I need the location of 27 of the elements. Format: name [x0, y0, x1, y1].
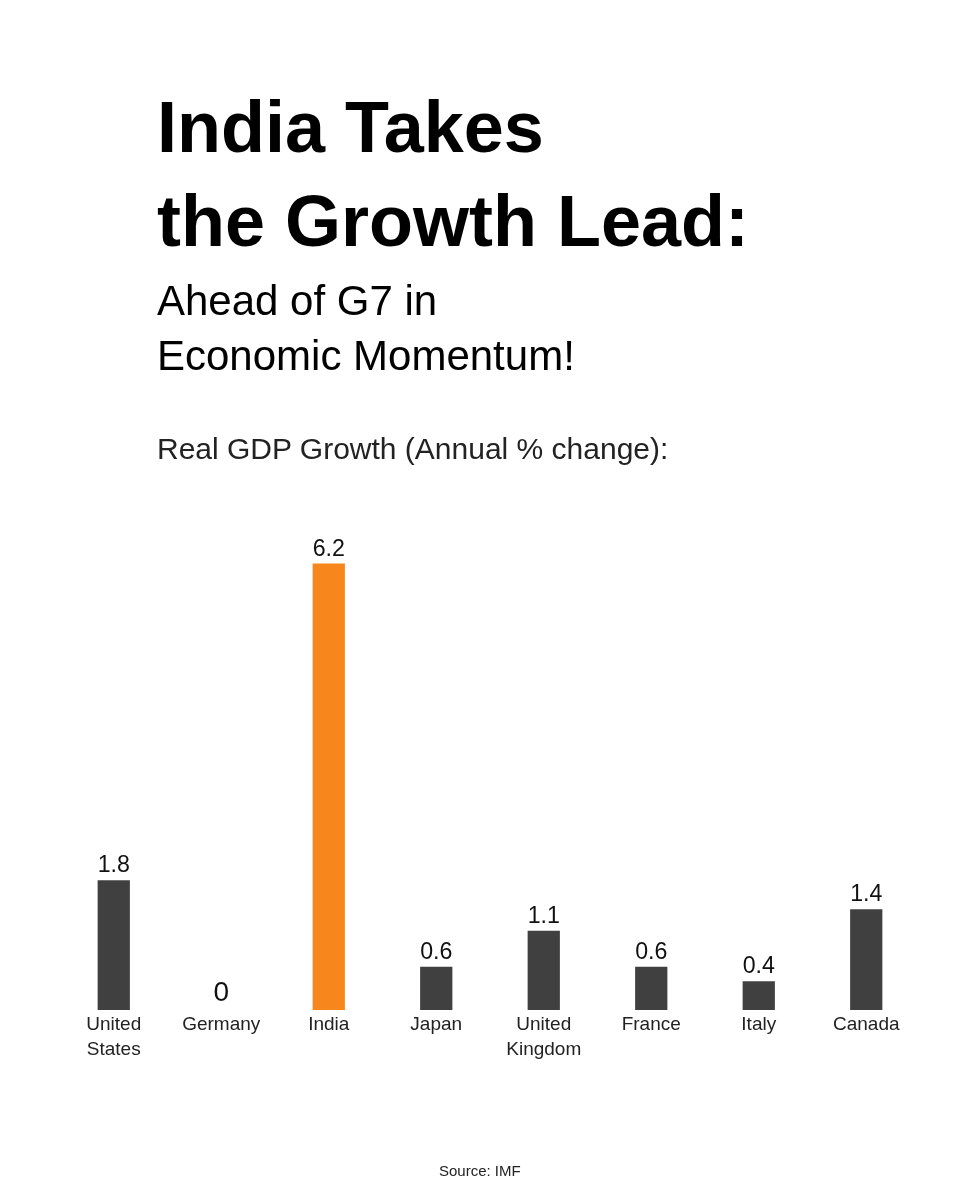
x-tick-label: Germany	[182, 1013, 261, 1034]
bar	[742, 981, 775, 1010]
x-tick-label: Italy	[741, 1013, 777, 1034]
bar	[635, 966, 668, 1010]
x-tick-label: France	[621, 1013, 681, 1034]
data-label: 1.1	[527, 901, 560, 928]
x-tick-label: India	[308, 1013, 350, 1034]
text: Real GDP Growth (Annual % change):	[157, 432, 669, 465]
bar	[97, 880, 130, 1010]
bar	[527, 930, 560, 1010]
data-label: 0	[213, 976, 230, 1007]
source-note: Source: IMF	[439, 1162, 521, 1179]
bar	[850, 909, 883, 1010]
data-label: 0.6	[420, 937, 453, 964]
x-tick-label: United Kingdom	[506, 1013, 582, 1059]
bar	[312, 563, 345, 1010]
data-label: 1.4	[850, 880, 883, 907]
bar	[420, 966, 453, 1010]
x-tick-label: Japan	[410, 1013, 463, 1034]
data-label: 1.8	[97, 851, 130, 878]
x-tick-label: Canada	[832, 1013, 900, 1034]
data-label: 6.2	[312, 534, 345, 561]
data-label: 0.4	[742, 952, 775, 979]
data-label: 0.6	[635, 937, 668, 964]
chart-title: India Takes the Growth Lead:	[157, 87, 749, 261]
x-tick-label: United States	[86, 1013, 142, 1059]
chart-subtitle: Ahead of G7 in Economic Momentum!	[157, 277, 575, 379]
